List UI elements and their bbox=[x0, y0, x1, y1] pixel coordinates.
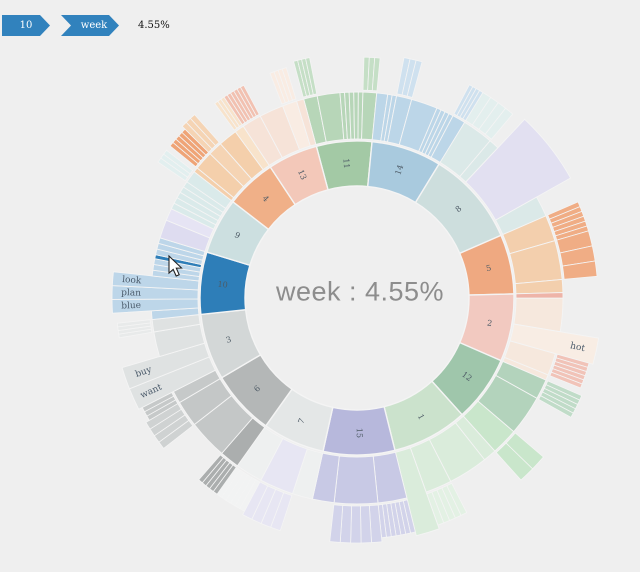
slice-12-child-0-leaf-4[interactable] bbox=[538, 395, 574, 418]
breadcrumb-item-label: 10 bbox=[19, 20, 33, 31]
slice-label: 8 bbox=[454, 204, 464, 214]
mouse-cursor-icon bbox=[168, 254, 183, 277]
slice-label: 7 bbox=[296, 417, 306, 425]
slice-12-child-2-leaf-1[interactable] bbox=[495, 442, 534, 481]
center-label: week : 4.55% bbox=[275, 276, 445, 307]
slice-label: 3 bbox=[225, 335, 233, 345]
slice-label: 1 bbox=[416, 413, 426, 422]
slice-3-child-4-leaf-3[interactable] bbox=[116, 319, 151, 328]
slice-label: 9 bbox=[233, 230, 242, 240]
slice-5-child-1-leaf-2[interactable] bbox=[562, 260, 598, 280]
slice-6-child-0-leaf-4[interactable] bbox=[198, 454, 225, 484]
slice-label: hot bbox=[569, 341, 586, 354]
slice-label: 10 bbox=[217, 280, 228, 290]
slice-8-child-0-leaf-3[interactable] bbox=[484, 107, 514, 140]
slice-11-child-0-leaf-3[interactable] bbox=[305, 57, 318, 96]
slice-label: blue bbox=[121, 301, 141, 312]
slice-2-child-3-leaf-5[interactable] bbox=[549, 371, 583, 389]
slice-4-child-2-leaf-2[interactable] bbox=[189, 113, 220, 147]
slice-label: 4 bbox=[261, 194, 271, 204]
slice-2-child-0[interactable] bbox=[515, 292, 564, 299]
slice-15-child-1-leaf-4[interactable] bbox=[329, 504, 344, 543]
slice-label: 13 bbox=[296, 168, 308, 181]
slice-15-child-1-leaf-2[interactable] bbox=[350, 505, 362, 544]
slice-label: look bbox=[122, 275, 142, 287]
breadcrumb-item-10[interactable]: 10 bbox=[2, 15, 50, 36]
slice-label: 6 bbox=[252, 384, 262, 394]
breadcrumb: 10 week 4.55% bbox=[2, 15, 170, 36]
breadcrumb-percentage: 4.55% bbox=[138, 20, 170, 31]
breadcrumb-item-label: week bbox=[80, 20, 108, 31]
slice-13-child-2-leaf-3[interactable] bbox=[281, 67, 297, 101]
slice-13-child-0-leaf-5[interactable] bbox=[239, 84, 260, 117]
slice-label: 15 bbox=[355, 428, 364, 438]
slice-label: 5 bbox=[485, 263, 492, 273]
slice-11-child-7-leaf-2[interactable] bbox=[371, 57, 381, 92]
slice-9-child-7-leaf-2[interactable] bbox=[163, 149, 194, 175]
slice-label: plan bbox=[121, 288, 141, 298]
breadcrumb-item-week[interactable]: week bbox=[61, 15, 119, 36]
slice-label: 14 bbox=[393, 164, 405, 177]
slice-15-child-1[interactable] bbox=[333, 455, 379, 505]
slice-15-child-1-leaf-1[interactable] bbox=[360, 505, 372, 544]
slice-13[interactable] bbox=[269, 145, 329, 206]
slice-14-child-3-leaf-2[interactable] bbox=[406, 59, 423, 98]
slice-label: 2 bbox=[486, 318, 493, 328]
slice-13-child-3[interactable] bbox=[296, 98, 317, 147]
slice-label: 11 bbox=[341, 158, 351, 169]
